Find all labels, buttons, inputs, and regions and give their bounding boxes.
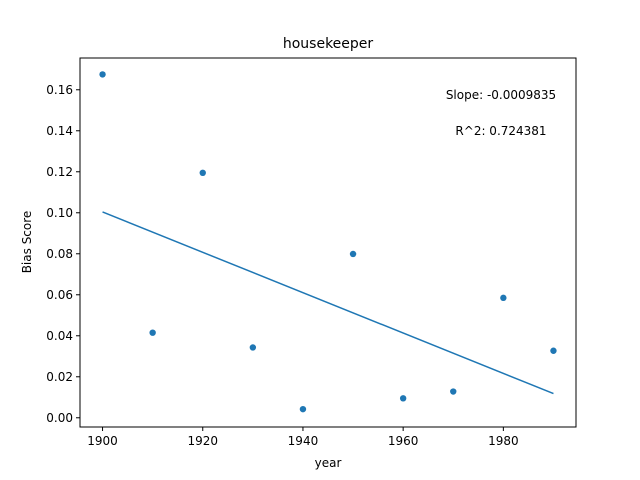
data-point (99, 71, 106, 78)
data-point (500, 294, 507, 302)
y-axis-label: Bias Score (20, 211, 34, 274)
y-tick-label: 0.08 (46, 247, 73, 261)
data-point (249, 344, 257, 351)
trend-line (102, 211, 554, 395)
data-point (149, 329, 156, 336)
data-point (550, 347, 557, 354)
y-tick-label: 0.00 (46, 411, 73, 425)
x-axis-label: year (315, 456, 342, 470)
axis-ticks: 1900 1920 1940 1960 1980 0.00 0.02 0.04 0.06 0.08… (46, 83, 518, 448)
x-tick-label: 1960 (388, 434, 419, 448)
y-tick-label: 0.16 (46, 83, 73, 97)
y-tick-label: 0.14 (46, 124, 73, 138)
plot-frame (79, 57, 577, 428)
r-squared-annotation: R^2: 0.724381 (455, 124, 546, 138)
y-tick-label: 0.12 (46, 165, 73, 179)
data-point (349, 250, 357, 258)
x-tick-label: 1940 (288, 434, 319, 448)
x-tick-label: 1980 (488, 434, 519, 448)
data-point (450, 388, 457, 395)
slope-annotation: Slope: -0.0009835 (446, 88, 556, 102)
y-tick-label: 0.02 (46, 370, 73, 384)
y-tick-label: 0.04 (46, 329, 73, 343)
chart-title: housekeeper (283, 36, 374, 52)
y-tick-label: 0.10 (46, 206, 73, 220)
x-tick-label: 1900 (87, 434, 118, 448)
data-point (399, 395, 407, 402)
x-tick-label: 1920 (187, 434, 218, 448)
data-point (299, 405, 307, 413)
plot-area (99, 71, 557, 413)
y-tick-label: 0.06 (46, 288, 73, 302)
data-point (199, 169, 206, 176)
